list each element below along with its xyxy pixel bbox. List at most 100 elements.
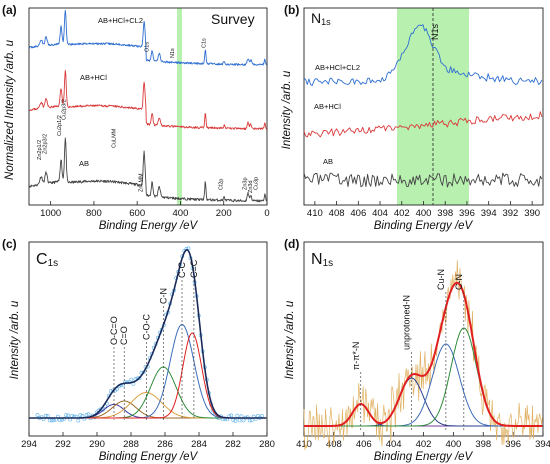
c-panel-label: (c) (2, 237, 17, 251)
a-x-tick-label-1: 800 (86, 208, 102, 219)
d-peak-labels: π-π*-N unprotoned-N Cu-N C-N (351, 269, 465, 430)
a-axes-frame (28, 7, 268, 206)
c-data-point-105 (249, 418, 254, 423)
c-data-point-95 (229, 413, 234, 418)
a-x-ticks: 1000 800 600 400 200 0 (40, 201, 270, 219)
a-peak-label-0: Zn2p1/2 (37, 140, 43, 160)
c-data-point-46 (129, 377, 134, 382)
b-series-abhcl (303, 111, 543, 138)
c-x-tick-label-0: 294 (21, 439, 37, 450)
b-label-abhclcl2: AB+HCl+CL2 (315, 63, 360, 72)
c-x-tick-label-6: 282 (225, 439, 241, 450)
d-fit-curves (303, 260, 543, 451)
b-label-ab: AB (323, 157, 333, 166)
c-peak-label-3: C-N (158, 288, 168, 304)
a-peak-label-1: Zn2p3/2 (42, 134, 48, 154)
a-x-tick-label-0: 1000 (40, 208, 61, 219)
b-panel-label: (b) (284, 3, 299, 17)
a-label-abhclcl2: AB+HCl+CL2 (98, 16, 143, 25)
d-x-tick-label-7: 396 (505, 439, 521, 450)
c-data-point-0 (35, 413, 40, 417)
d-envelope (303, 281, 543, 427)
d-title: N1s (311, 251, 333, 269)
a-label-ab: AB (79, 159, 89, 168)
b-x-tick-label-2: 406 (350, 208, 366, 219)
a-x-axis-label: Binding Energy /eV (99, 220, 199, 232)
b-title: N1s (311, 10, 331, 27)
c-peak-label-5: C=C (189, 259, 199, 278)
panel-b: 410 408 406 404 402 400 398 396 394 392 390 (b) N1… (281, 3, 544, 232)
d-peak-label-2: Cu-N (436, 269, 446, 290)
c-x-tick-label-2: 290 (89, 439, 105, 450)
a-peak-label-11: Zn3d (248, 180, 254, 193)
d-peak-label-1: unprotoned-N (402, 295, 412, 350)
c-x-ticks: 294 292 290 288 286 284 282 280 (21, 432, 275, 450)
panel-a: 1000 800 600 400 200 0 (a) Survey AB+HCl+CL2 … (2, 3, 270, 232)
a-highlight-band (177, 8, 182, 205)
b-x-ticks: 410 408 406 404 402 400 398 396 394 392 390 (307, 201, 540, 219)
b-x-tick-label-3: 404 (372, 208, 388, 219)
a-x-tick-label-5: 0 (264, 208, 269, 219)
c-y-axis-label: Intensity /arb. u (9, 300, 21, 379)
b-x-tick-label-0: 410 (307, 208, 323, 219)
a-title: Survey (211, 11, 255, 27)
d-x-tick-label-4: 402 (416, 439, 432, 450)
b-x-tick-label-10: 390 (524, 208, 540, 219)
a-peak-label-12: Cu3p (253, 177, 259, 190)
a-y-axis-label: Normalized Intensity /arb. u (4, 39, 16, 180)
d-x-tick-label-2: 406 (356, 439, 372, 450)
d-x-axis-label: Binding Energy /eV (374, 451, 474, 463)
c-data-point-31 (98, 407, 103, 412)
c-peak-label-0: O-C=O (109, 316, 119, 345)
panel-c: 294 292 290 288 286 284 282 280 O-C=O C=O C-O-C C-… (2, 237, 275, 463)
d-component-3 (304, 327, 543, 427)
b-x-axis-label: Binding Energy /eV (374, 220, 474, 232)
a-series-abhclcl2 (28, 9, 267, 66)
c-data-point-24 (84, 413, 89, 417)
c-data-point-98 (235, 413, 240, 418)
c-peak-label-1: C=O (119, 326, 129, 345)
c-fit-curves (29, 246, 267, 423)
b-x-tick-label-8: 394 (481, 208, 497, 219)
d-x-tick-label-6: 398 (475, 439, 491, 450)
c-x-tick-label-1: 292 (55, 439, 71, 450)
c-axes-frame (28, 241, 268, 437)
c-x-tick-label-3: 288 (123, 439, 139, 450)
c-peak-labels: O-C=O C=O C-O-C C-N C-C C=C (109, 259, 199, 420)
c-x-tick-label-5: 284 (191, 439, 207, 450)
c-data-point-97 (233, 418, 238, 423)
b-x-tick-label-6: 398 (437, 208, 453, 219)
c-data-point-20 (76, 418, 81, 423)
b-x-tick-label-5: 400 (416, 208, 432, 219)
c-x-axis-label: Binding Energy /eV (99, 451, 199, 463)
a-panel-label: (a) (2, 3, 17, 17)
b-series-abhclcl2 (303, 24, 543, 87)
a-label-abhcl: AB+HCl (80, 73, 107, 82)
d-x-tick-label-3: 404 (386, 439, 402, 450)
c-data-point-50 (137, 376, 142, 381)
b-label-abhcl: AB+HCl (314, 102, 341, 111)
c-x-tick-label-7: 280 (259, 439, 275, 450)
c-data-point-14 (64, 413, 69, 418)
d-peak-label-0: π-π*-N (351, 342, 361, 370)
a-peak-label-2: Cu2p1/2 (57, 115, 63, 136)
d-x-tick-label-8: 394 (535, 439, 550, 450)
a-series-abhcl (29, 69, 268, 131)
b-x-tick-label-7: 396 (459, 208, 475, 219)
c-component-5 (29, 332, 267, 419)
c-data-point-15 (66, 413, 71, 418)
a-series-ab (28, 137, 267, 203)
a-peak-label-6: ZnLMM (139, 173, 145, 192)
c-data-point-25 (86, 412, 91, 417)
c-data-point-8 (51, 418, 56, 423)
b-x-tick-label-1: 408 (329, 208, 345, 219)
c-peak-label-4: C-C (177, 262, 187, 278)
a-peak-label-5: O1s (144, 42, 150, 52)
b-x-tick-label-9: 392 (502, 208, 518, 219)
c-data-point-99 (237, 418, 242, 423)
a-x-tick-label-3: 400 (173, 208, 189, 219)
d-peak-label-3: C-N (454, 274, 464, 290)
b-y-axis-label: Intensity /arb. u (281, 70, 293, 149)
